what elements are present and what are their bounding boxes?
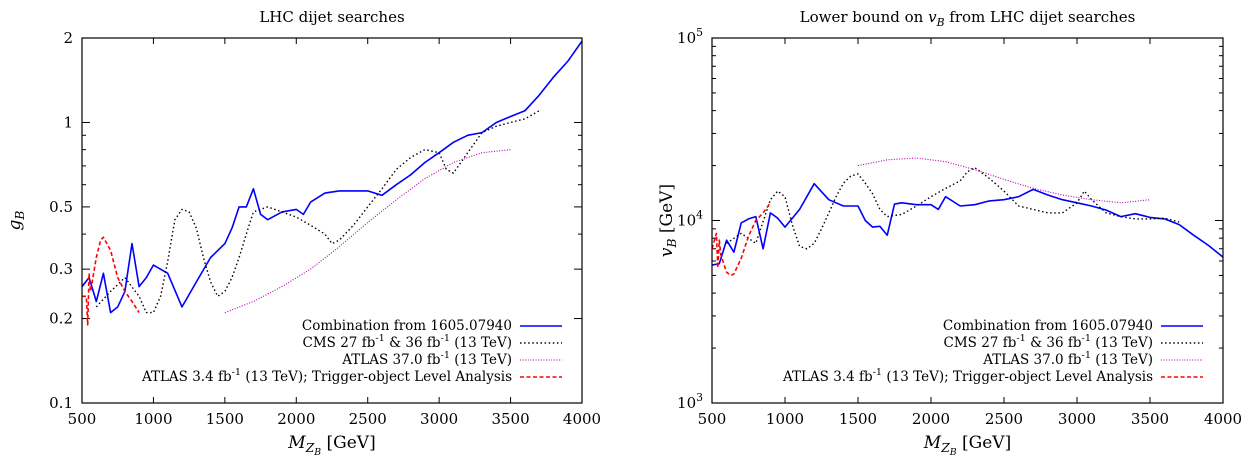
legend-label: ATLAS 3.4 fb-1​ (13 TeV); Trigger-object… [782, 367, 1153, 385]
chart-panel-2: Lower bound on vB from LHC dijet searche… [657, 8, 1242, 456]
x-tick-label: 2500 [349, 410, 387, 428]
y-tick-label: 103 [677, 391, 703, 412]
series-line-3 [857, 157, 1151, 204]
legend-label: Combination from 1605.07940 [302, 318, 512, 334]
x-tick-label: 3500 [491, 410, 529, 428]
y-tick-label: 0.2 [49, 310, 73, 328]
x-tick-label: 1500 [206, 410, 244, 428]
x-tick-label: 2000 [277, 410, 315, 428]
legend-label: CMS 27 fb-1​ & 36 fb-1​ (13 TeV) [303, 333, 512, 351]
x-tick-label: 4000 [563, 410, 601, 428]
x-tick-label: 1500 [839, 410, 877, 428]
chart-title: LHC dijet searches [259, 8, 404, 26]
plot-frame [711, 37, 1224, 404]
y-tick-label: 0.1 [49, 394, 73, 412]
series-line-4 [82, 236, 140, 326]
plot-area [82, 40, 582, 326]
x-tick-label: 4000 [1204, 410, 1242, 428]
y-tick-label: 2 [63, 29, 73, 47]
series-line-4 [712, 202, 772, 277]
x-tick-label: 1000 [766, 410, 804, 428]
x-axis-label: MZB​ [GeV] [923, 433, 1011, 456]
legend-label: ATLAS 37.0 fb-1​ (13 TeV) [341, 350, 512, 368]
x-tick-label: 500 [698, 410, 727, 428]
series-line-3 [224, 149, 511, 314]
chart-panel-1: LHC dijet searches 500 1000 1500 2000 2500 300… [5, 8, 601, 456]
legend-label: ATLAS 3.4 fb-1​ (13 TeV); Trigger-object… [141, 367, 512, 385]
x-tick-label: 2500 [985, 410, 1023, 428]
series-line-1 [82, 40, 582, 314]
chart-title: Lower bound on vB from LHC dijet searche… [800, 8, 1136, 29]
y-axis-label: gB​ [5, 211, 27, 231]
legend-label: ATLAS 37.0 fb-1​ (13 TeV) [982, 350, 1153, 368]
series-line-2 [726, 166, 1180, 250]
y-tick-label: 0.5 [49, 198, 73, 216]
x-tick-label: 3500 [1131, 410, 1169, 428]
y-tick-label: 0.3 [49, 260, 73, 278]
y-tick-label: 1 [63, 113, 73, 131]
y-axis-label: vB​ [GeV] [657, 184, 679, 257]
x-tick-label: 3000 [1058, 410, 1096, 428]
x-tick-label: 500 [68, 410, 97, 428]
plot-frame [81, 37, 583, 404]
x-tick-label: 3000 [420, 410, 458, 428]
y-tick-label: 105 [677, 26, 703, 47]
series-line-2 [95, 110, 540, 314]
series-line-1 [712, 182, 1223, 266]
plot-area [712, 157, 1223, 277]
legend-label: Combination from 1605.07940 [943, 318, 1153, 334]
legend-label: CMS 27 fb-1​ & 36 fb-1​ (13 TeV) [944, 333, 1153, 351]
x-axis-label: MZB​ [GeV] [287, 433, 375, 456]
y-tick-label: 104 [677, 209, 703, 230]
x-tick-label: 2000 [912, 410, 950, 428]
x-tick-label: 1000 [134, 410, 172, 428]
